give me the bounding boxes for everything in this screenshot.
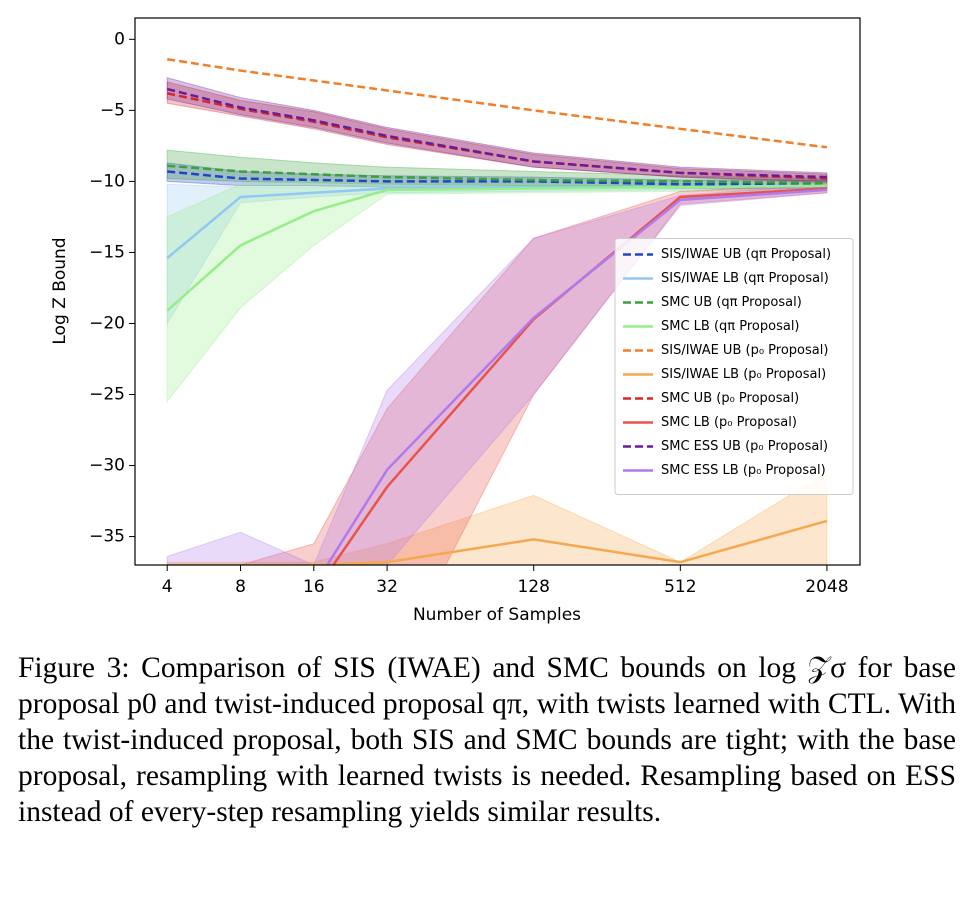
legend-label: SMC LB (qπ Proposal) (661, 319, 800, 334)
x-tick-label: 2048 (805, 577, 848, 597)
series-line (167, 170, 827, 186)
x-tick-label: 16 (303, 577, 325, 597)
x-tick-label: 4 (162, 577, 173, 597)
plot-area (166, 57, 828, 565)
x-tick-label: 8 (235, 577, 246, 597)
legend: SIS/IWAE UB (qπ Proposal) SIS/IWAE LB (qπ… (614, 238, 854, 495)
y-tick-label: 0 (114, 29, 125, 49)
series-line (331, 187, 827, 565)
series-line (166, 87, 827, 179)
y-tick-label: −15 (89, 242, 125, 262)
y-tick-label: −30 (89, 456, 125, 476)
y-tick-label: −35 (89, 527, 125, 547)
legend-label: SIS/IWAE LB (qπ Proposal) (661, 271, 829, 286)
plot-frame (134, 17, 861, 566)
y-tick-label: −25 (89, 385, 125, 405)
legend-label: SIS/IWAE UB (p₀ Proposal) (661, 343, 828, 358)
series-line (325, 188, 828, 565)
y-axis-label: Log Z Bound (50, 237, 70, 344)
confidence-band (166, 77, 828, 182)
figure-caption: Figure 3: Comparison of SIS (IWAE) and S… (18, 652, 956, 828)
series-line (167, 164, 827, 185)
y-tick-label: −20 (89, 313, 125, 333)
legend-label: SMC LB (p₀ Proposal) (661, 415, 797, 430)
confidence-band (166, 183, 828, 565)
x-tick-label: 512 (664, 577, 696, 597)
legend-label: SIS/IWAE LB (p₀ Proposal) (661, 367, 826, 382)
x-tick-label: 32 (376, 577, 398, 597)
y-tick-label: −5 (100, 100, 125, 120)
legend-label: SIS/IWAE UB (qπ Proposal) (661, 247, 831, 262)
chart: Number of Samples Log Z Bound 0 −5 −10 −15 −… (50, 17, 861, 625)
x-axis-label: Number of Samples (413, 605, 581, 625)
legend-label: SMC UB (qπ Proposal) (661, 295, 802, 310)
legend-label: SMC UB (p₀ Proposal) (661, 391, 799, 406)
legend-label: SMC ESS UB (p₀ Proposal) (661, 439, 828, 454)
confidence-band (166, 149, 828, 188)
legend-label: SMC ESS LB (p₀ Proposal) (661, 463, 826, 478)
x-tick-label: 128 (517, 577, 549, 597)
confidence-band (166, 183, 828, 565)
series-line (166, 184, 827, 312)
legend-box (614, 238, 854, 495)
series-line (167, 57, 828, 149)
y-tick-label: −10 (89, 171, 125, 191)
series-line (167, 519, 828, 565)
